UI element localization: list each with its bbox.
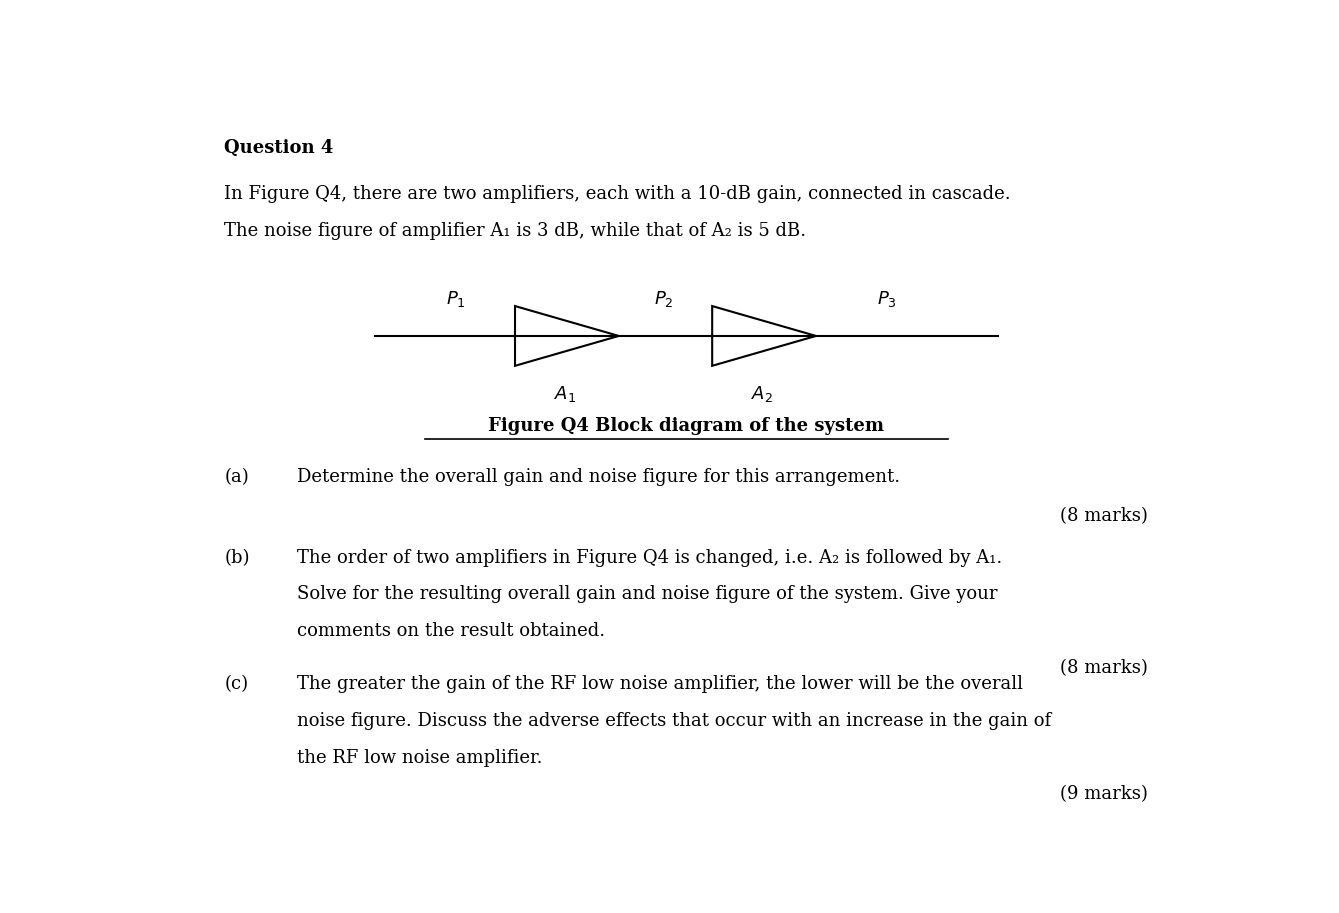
Text: $P_2$: $P_2$ xyxy=(653,289,674,310)
Text: noise figure. Discuss the adverse effects that occur with an increase in the gai: noise figure. Discuss the adverse effect… xyxy=(297,712,1051,730)
Text: (9 marks): (9 marks) xyxy=(1060,785,1148,803)
Text: Determine the overall gain and noise figure for this arrangement.: Determine the overall gain and noise fig… xyxy=(297,468,900,486)
Text: Question 4: Question 4 xyxy=(225,139,333,157)
Text: In Figure Q4, there are two amplifiers, each with a 10-dB gain, connected in cas: In Figure Q4, there are two amplifiers, … xyxy=(225,184,1011,203)
Text: $P_3$: $P_3$ xyxy=(877,289,896,310)
Text: comments on the result obtained.: comments on the result obtained. xyxy=(297,622,605,640)
Text: The greater the gain of the RF low noise amplifier, the lower will be the overal: The greater the gain of the RF low noise… xyxy=(297,676,1023,694)
Text: $A_2$: $A_2$ xyxy=(751,383,773,404)
Text: Figure Q4 Block diagram of the system: Figure Q4 Block diagram of the system xyxy=(489,417,884,436)
Text: The order of two amplifiers in Figure Q4 is changed, i.e. A₂ is followed by A₁.: The order of two amplifiers in Figure Q4… xyxy=(297,549,1003,567)
Text: (b): (b) xyxy=(225,549,250,567)
Text: The noise figure of amplifier A₁ is 3 dB, while that of A₂ is 5 dB.: The noise figure of amplifier A₁ is 3 dB… xyxy=(225,222,806,240)
Text: (8 marks): (8 marks) xyxy=(1060,507,1148,525)
Text: the RF low noise amplifier.: the RF low noise amplifier. xyxy=(297,749,542,767)
Text: (8 marks): (8 marks) xyxy=(1060,658,1148,677)
Text: Solve for the resulting overall gain and noise figure of the system. Give your: Solve for the resulting overall gain and… xyxy=(297,585,998,603)
Text: $P_1$: $P_1$ xyxy=(446,289,466,310)
Text: $A_1$: $A_1$ xyxy=(554,383,576,404)
Text: (a): (a) xyxy=(225,468,249,486)
Text: (c): (c) xyxy=(225,676,249,694)
